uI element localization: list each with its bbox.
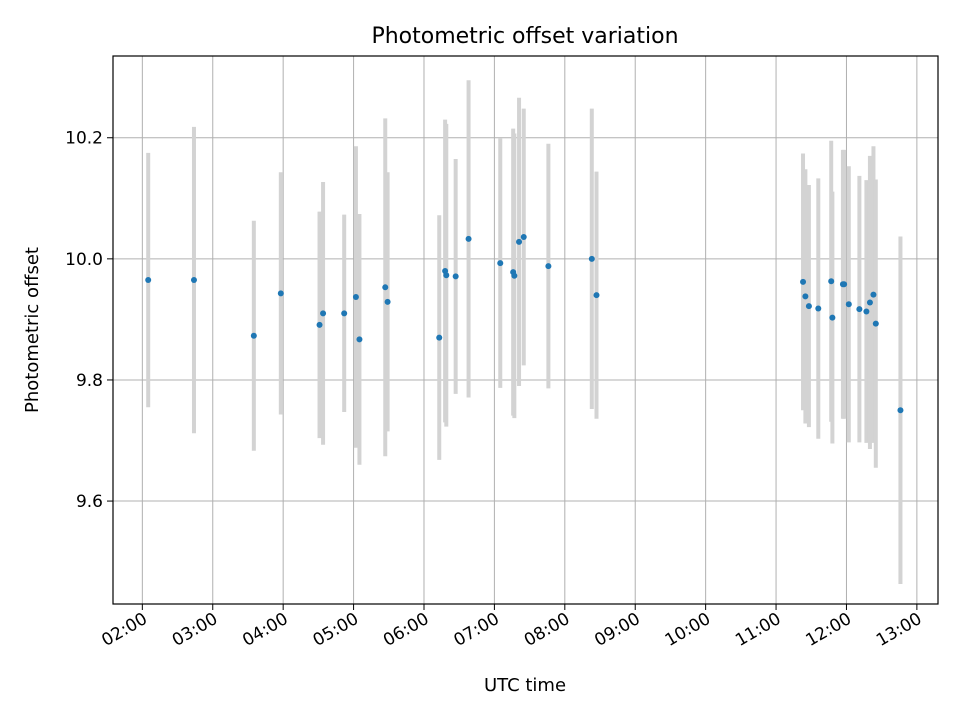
data-point <box>384 298 391 305</box>
y-axis-ticks: 9.6 9.8 10.0 10.2 <box>65 129 113 512</box>
data-point <box>815 305 822 312</box>
data-point <box>828 278 835 285</box>
data-point <box>465 235 472 242</box>
data-point <box>341 310 348 317</box>
y-tick-label: 9.6 <box>76 492 103 512</box>
data-point <box>190 277 197 284</box>
data-point <box>841 281 848 288</box>
data-point <box>805 303 812 310</box>
data-point <box>872 320 879 327</box>
data-point <box>863 308 870 315</box>
plot-frame <box>112 55 939 605</box>
data-point <box>352 293 359 300</box>
data-point <box>516 238 523 245</box>
y-tick-label: 10.0 <box>65 250 103 270</box>
data-point <box>145 277 152 284</box>
y-tick-label: 9.8 <box>76 371 103 391</box>
data-point <box>802 293 809 300</box>
grid-lines <box>113 56 938 604</box>
data-point <box>545 263 552 270</box>
data-point <box>520 234 527 241</box>
data-point <box>320 310 327 317</box>
data-point <box>829 314 836 321</box>
data-point <box>356 336 363 343</box>
data-point <box>382 284 389 291</box>
data-point <box>897 407 904 414</box>
data-point <box>250 332 257 339</box>
data-point <box>870 291 877 298</box>
y-axis-label: Photometric offset <box>22 247 43 413</box>
data-point <box>497 260 504 267</box>
data-point <box>866 299 873 306</box>
data-point <box>452 273 459 280</box>
data-point <box>316 321 323 328</box>
data-point <box>277 290 284 297</box>
y-tick-label: 10.2 <box>65 129 103 149</box>
data-point <box>593 292 600 299</box>
data-point <box>443 272 450 279</box>
data-point <box>856 306 863 313</box>
x-axis-label: UTC time <box>484 675 566 696</box>
data-points <box>145 234 904 414</box>
chart-title: Photometric offset variation <box>371 24 678 49</box>
data-point <box>436 334 443 341</box>
data-point <box>588 255 595 262</box>
data-point <box>800 278 807 285</box>
data-point <box>845 301 852 308</box>
data-point <box>511 272 518 279</box>
